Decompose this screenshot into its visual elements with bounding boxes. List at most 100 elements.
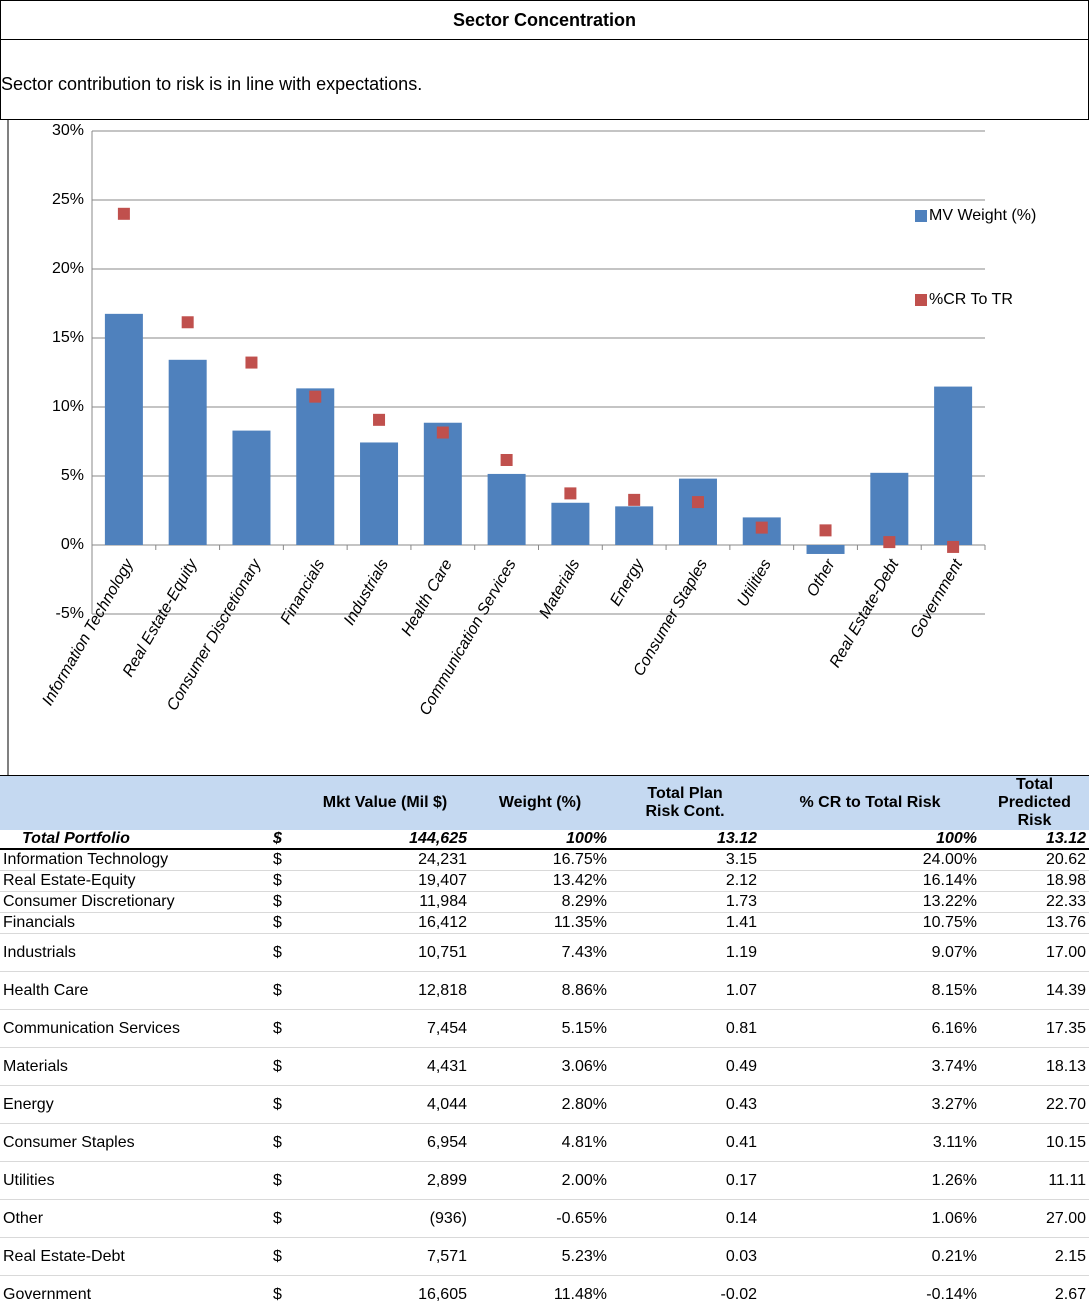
cell: Information Technology bbox=[0, 849, 270, 871]
cell: 1.73 bbox=[610, 891, 760, 913]
bar bbox=[296, 388, 335, 545]
x-tick-label: Real Estate-Debt bbox=[827, 556, 903, 671]
row: Health Care $12,818 8.86% 1.07 8.15% 14.39 bbox=[0, 971, 1089, 1010]
cell: 18.98 bbox=[980, 870, 1089, 892]
cell: 2.00% bbox=[470, 1161, 610, 1200]
cell: 16,412 bbox=[300, 912, 470, 934]
x-tick-label: Financials bbox=[278, 557, 329, 628]
row: Materials $4,431 3.06% 0.49 3.74% 18.13 bbox=[0, 1047, 1089, 1086]
cell: $ bbox=[270, 1009, 300, 1048]
column-header: Mkt Value (Mil $) bbox=[300, 775, 470, 830]
row: Government $16,605 11.48% -0.02 -0.14% 2.67 bbox=[0, 1275, 1089, 1312]
total-row: Total Portfolio $144,625 100% 13.12 100% 13.1… bbox=[0, 830, 1089, 850]
column-header: % CR to Total Risk bbox=[760, 775, 980, 830]
row: Financials $16,412 11.35% 1.41 10.75% 13.76 bbox=[0, 912, 1089, 934]
column-header: Weight (%) bbox=[470, 775, 610, 830]
row: Communication Services $7,454 5.15% 0.81 6.1… bbox=[0, 1009, 1089, 1048]
cell: $ bbox=[270, 1161, 300, 1200]
cell: 0.17 bbox=[610, 1161, 760, 1200]
marker bbox=[691, 496, 704, 509]
cell: 4.81% bbox=[470, 1123, 610, 1162]
x-tick-label: Information Technology bbox=[39, 556, 137, 709]
x-tick-label: Government bbox=[907, 556, 966, 641]
x-tick-label: Other bbox=[804, 556, 839, 600]
chart: -5% 0% 5% 10% 15% 20% 25% 30% Information Techno… bbox=[7, 120, 1036, 775]
marker bbox=[947, 540, 960, 553]
cell: 10,751 bbox=[300, 933, 470, 972]
cell: Materials bbox=[0, 1047, 270, 1086]
marker bbox=[181, 316, 194, 329]
bar bbox=[423, 422, 462, 545]
bar bbox=[551, 502, 590, 545]
cell: $ bbox=[270, 1123, 300, 1162]
cell: Industrials bbox=[0, 933, 270, 972]
row: Information Technology $24,231 16.75% 3.15 2… bbox=[0, 849, 1089, 871]
x-tick-label: Health Care bbox=[399, 557, 456, 640]
cell: 13.22% bbox=[760, 891, 980, 913]
cell: Communication Services bbox=[0, 1009, 270, 1048]
marker bbox=[373, 413, 386, 426]
cell: 3.74% bbox=[760, 1047, 980, 1086]
cell: $ bbox=[270, 870, 300, 892]
cell: $ bbox=[270, 1199, 300, 1238]
cell: 18.13 bbox=[980, 1047, 1089, 1086]
cell: 0.41 bbox=[610, 1123, 760, 1162]
cell: Consumer Discretionary bbox=[0, 891, 270, 913]
table: Mkt Value (Mil $) Weight (%) Total Plan Ri… bbox=[0, 775, 1089, 1312]
marker bbox=[883, 536, 896, 549]
bar bbox=[360, 442, 399, 545]
legend-label: %CR To TR bbox=[929, 291, 1013, 308]
cell: -0.02 bbox=[610, 1275, 760, 1312]
cell: Consumer Staples bbox=[0, 1123, 270, 1162]
y-tick-label: 15% bbox=[52, 329, 84, 346]
cell: $ bbox=[270, 891, 300, 913]
x-tick-label: Energy bbox=[607, 556, 648, 609]
cell: 16.75% bbox=[470, 849, 610, 871]
cell: $ bbox=[270, 830, 300, 850]
cell: 14.39 bbox=[980, 971, 1089, 1010]
row: Utilities $2,899 2.00% 0.17 1.26% 11.11 bbox=[0, 1161, 1089, 1200]
cell: $ bbox=[270, 1237, 300, 1276]
column-header: Total Predicted Risk bbox=[980, 775, 1089, 830]
marker bbox=[436, 426, 449, 439]
cell: 27.00 bbox=[980, 1199, 1089, 1238]
bar bbox=[615, 506, 654, 545]
cell: 7,454 bbox=[300, 1009, 470, 1048]
cell: 0.03 bbox=[610, 1237, 760, 1276]
row: Other $ (936) -0.65% 0.14 1.06% 27.00 bbox=[0, 1199, 1089, 1238]
cell: 11.11 bbox=[980, 1161, 1089, 1200]
bar bbox=[806, 545, 845, 554]
bar bbox=[870, 472, 909, 545]
y-tick-label: 10% bbox=[52, 398, 84, 415]
cell: $ bbox=[270, 912, 300, 934]
cell: Real Estate-Equity bbox=[0, 870, 270, 892]
cell: Utilities bbox=[0, 1161, 270, 1200]
cell: 1.19 bbox=[610, 933, 760, 972]
y-tick-label: 25% bbox=[52, 191, 84, 208]
header-row: Mkt Value (Mil $) Weight (%) Total Plan Ri… bbox=[0, 775, 1089, 830]
cell: 8.86% bbox=[470, 971, 610, 1010]
cell: Total Portfolio bbox=[0, 830, 270, 850]
row: Consumer Discretionary $11,984 8.29% 1.73 13… bbox=[0, 891, 1089, 913]
cell: 0.14 bbox=[610, 1199, 760, 1238]
cell: $ bbox=[270, 849, 300, 871]
cell: 7.43% bbox=[470, 933, 610, 972]
cell: 22.70 bbox=[980, 1085, 1089, 1124]
cell: Real Estate-Debt bbox=[0, 1237, 270, 1276]
cell: 100% bbox=[470, 830, 610, 850]
column-header bbox=[270, 775, 300, 830]
cell: 8.29% bbox=[470, 891, 610, 913]
cell: 10.75% bbox=[760, 912, 980, 934]
cell: Government bbox=[0, 1275, 270, 1312]
row: Consumer Staples $6,954 4.81% 0.41 3.11% 10.1… bbox=[0, 1123, 1089, 1162]
cell: 13.76 bbox=[980, 912, 1089, 934]
bar bbox=[934, 386, 973, 545]
column-header bbox=[0, 775, 270, 830]
marker bbox=[755, 521, 768, 534]
bar bbox=[487, 473, 526, 545]
cell: 0.81 bbox=[610, 1009, 760, 1048]
cell: 12,818 bbox=[300, 971, 470, 1010]
row: Real Estate-Equity $19,407 13.42% 2.12 16.14… bbox=[0, 870, 1089, 892]
x-tick-label: Consumer Staples bbox=[631, 557, 712, 679]
cell: $ bbox=[270, 1275, 300, 1312]
